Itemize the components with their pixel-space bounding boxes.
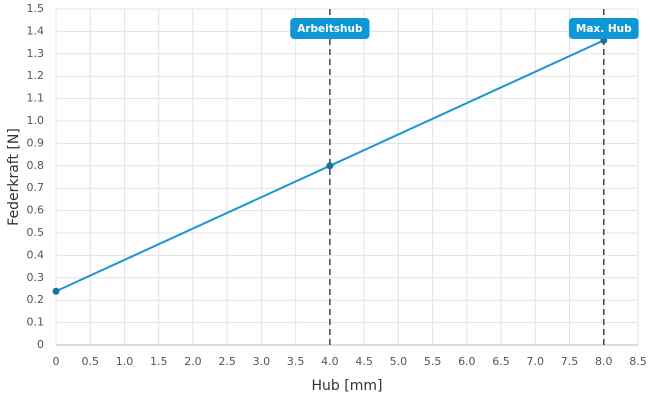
y-tick-label: 0.3 xyxy=(27,271,45,284)
y-tick-label: 0.8 xyxy=(27,159,45,172)
x-tick-label: 2.5 xyxy=(218,355,236,368)
y-tick-label: 1.2 xyxy=(27,69,45,82)
x-tick-label: 5.5 xyxy=(424,355,442,368)
annotation-box xyxy=(290,18,370,39)
x-tick-label: 3.0 xyxy=(253,355,271,368)
x-tick-label: 1.5 xyxy=(150,355,168,368)
y-tick-label: 0.4 xyxy=(27,248,45,261)
x-tick-label: 8.5 xyxy=(629,355,647,368)
y-tick-label: 1.0 xyxy=(27,114,45,127)
y-tick-label: 1.5 xyxy=(27,2,45,15)
y-tick-label: 1.4 xyxy=(27,24,45,37)
annotation: Arbeitshub xyxy=(290,18,370,39)
x-tick-label: 8.0 xyxy=(595,355,613,368)
y-tick-label: 0.7 xyxy=(27,181,45,194)
y-tick-label: 0.1 xyxy=(27,316,45,329)
y-tick-label: 0 xyxy=(37,338,44,351)
x-tick-label: 5.0 xyxy=(390,355,408,368)
annotation-box xyxy=(568,18,639,39)
marker xyxy=(52,287,60,295)
x-tick-label: 3.5 xyxy=(287,355,305,368)
x-tick-label: 0.5 xyxy=(81,355,99,368)
x-tick-label: 2.0 xyxy=(184,355,202,368)
x-tick-label: 1.0 xyxy=(116,355,134,368)
x-tick-label: 6.0 xyxy=(458,355,476,368)
annotation-label: Max. Hub xyxy=(576,23,632,35)
y-tick-label: 1.1 xyxy=(27,92,45,105)
x-tick-label: 7.0 xyxy=(527,355,545,368)
y-tick-label: 0.6 xyxy=(27,204,45,217)
annotation: Max. Hub xyxy=(568,18,639,39)
x-tick-label: 4.5 xyxy=(355,355,373,368)
y-tick-label: 0.9 xyxy=(27,136,45,149)
y-tick-label: 0.5 xyxy=(27,226,45,239)
y-tick-label: 0.2 xyxy=(27,293,45,306)
x-tick-label: 4.0 xyxy=(321,355,339,368)
y-axis-label: Federkraft [N] xyxy=(6,128,22,226)
annotation-label: Arbeitshub xyxy=(297,23,363,35)
x-tick-label: 0 xyxy=(53,355,60,368)
y-tick-label: 1.3 xyxy=(27,47,45,60)
marker xyxy=(326,162,334,170)
x-tick-label: 6.5 xyxy=(492,355,510,368)
x-axis-label: Hub [mm] xyxy=(312,378,383,394)
x-tick-label: 7.5 xyxy=(561,355,579,368)
